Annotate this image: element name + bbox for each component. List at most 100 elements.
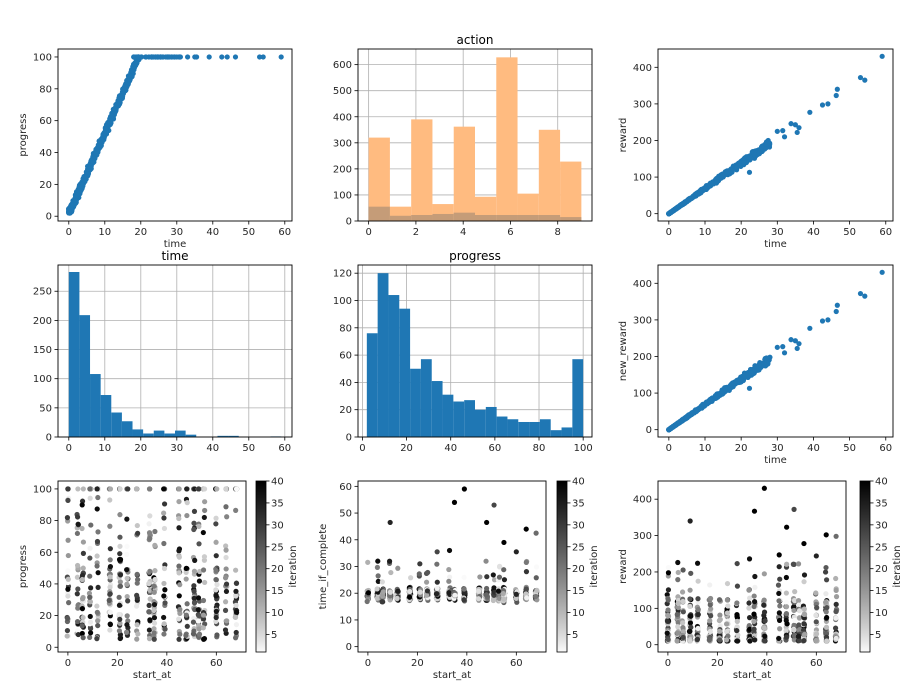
scatter-point — [813, 590, 819, 596]
scatter-point — [446, 574, 453, 580]
subplot-p9: 0 20 40 60 0 100 200 300 400 start_at reward 5 10 15 2… — [618, 477, 903, 682]
scatter-point — [74, 574, 80, 580]
scatter-point — [176, 548, 182, 554]
scatter-point — [116, 594, 122, 600]
scatter-point — [133, 61, 140, 67]
scatter-point — [117, 534, 123, 540]
scatter-point — [792, 589, 798, 595]
bar — [217, 435, 229, 437]
scatter-point — [484, 574, 490, 580]
scatter-point — [161, 621, 167, 627]
scatter-point — [708, 606, 714, 612]
scatter-point — [233, 580, 240, 586]
scatter-point — [116, 628, 123, 634]
scatter-point — [152, 568, 158, 574]
scatter-point — [87, 634, 93, 640]
scatter-point — [79, 623, 85, 629]
y-tick-label: 120 — [333, 269, 352, 280]
chart-title: time — [161, 249, 188, 263]
colorbar-tick-label: 20 — [271, 564, 284, 575]
scatter-point — [161, 525, 168, 532]
scatter-point — [496, 595, 502, 601]
scatter-point — [746, 615, 753, 621]
scatter-point — [792, 617, 798, 623]
scatter-point — [783, 574, 789, 581]
scatter-point — [501, 539, 507, 546]
scatter-point — [523, 586, 529, 592]
scatter-point — [233, 507, 239, 513]
scatter-point — [134, 622, 140, 628]
axes-frame — [57, 480, 247, 653]
x-axis-label: start_at — [133, 670, 171, 681]
scatter-point — [147, 596, 153, 602]
x-tick-label: 60 — [278, 227, 291, 238]
scatter-point — [202, 486, 208, 492]
scatter-point — [364, 598, 370, 605]
scatter-point — [807, 109, 813, 115]
x-axis-label: time — [164, 239, 187, 250]
scatter-point — [232, 635, 239, 641]
scatter-point — [365, 590, 372, 596]
scatter-point — [801, 606, 807, 612]
scatter-point — [64, 515, 71, 521]
scatter-point — [80, 486, 86, 492]
scatter-point — [783, 604, 790, 610]
scatter-point — [184, 623, 190, 629]
scatter-point — [72, 197, 79, 203]
scatter-point — [213, 614, 219, 621]
y-tick-label: 40 — [339, 378, 352, 389]
scatter-point — [135, 631, 141, 637]
scatter-point — [794, 345, 800, 352]
x-tick-label: 20 — [134, 443, 147, 454]
y-tick-label: 250 — [33, 287, 52, 298]
scatter-point — [748, 370, 754, 376]
scatter-point — [446, 547, 453, 554]
scatter-point — [776, 635, 782, 642]
scatter-point — [834, 302, 840, 308]
scatter-point — [484, 519, 490, 526]
scatter-point — [233, 629, 239, 636]
bar — [507, 419, 519, 437]
x-tick-label: 60 — [879, 227, 892, 238]
scatter-point — [497, 563, 503, 569]
scatter-point — [665, 597, 671, 603]
scatter-point — [813, 612, 819, 618]
x-tick-label: 40 — [807, 443, 820, 454]
scatter-point — [146, 486, 153, 492]
x-tick-label: 20 — [400, 443, 413, 454]
scatter-point — [162, 600, 168, 606]
colorbar-tick-label: 35 — [271, 498, 284, 509]
scatter-point — [709, 181, 715, 187]
scatter-point — [524, 595, 530, 601]
scatter-point — [117, 579, 123, 585]
scatter-point — [791, 561, 797, 567]
bar — [431, 381, 443, 437]
scatter-point — [94, 603, 100, 609]
scatter-point — [862, 77, 868, 83]
scatter-point — [202, 499, 208, 505]
scatter-point — [665, 636, 671, 643]
subplot-p6: 0 10 20 30 40 50 60 0 100 200 300 400 time new_reward — [618, 264, 894, 466]
scatter-point — [195, 618, 202, 624]
scatter-point — [678, 202, 684, 209]
scatter-point — [74, 514, 81, 520]
plot-area — [364, 486, 540, 606]
scatter-point — [762, 362, 769, 368]
scatter-point — [688, 613, 694, 619]
scatter-point — [65, 593, 71, 599]
scatter-point — [801, 540, 807, 547]
colorbar-label: iteration — [288, 545, 299, 587]
scatter-point — [777, 626, 783, 632]
y-tick-label: 400 — [633, 63, 652, 74]
bar — [143, 433, 154, 437]
scatter-point — [513, 595, 519, 601]
scatter-point — [665, 612, 671, 619]
colorbar-tick-label: 35 — [875, 498, 888, 509]
scatter-point — [107, 497, 113, 503]
scatter-point — [232, 614, 239, 620]
scatter-point — [206, 54, 212, 60]
scatter-point — [406, 594, 413, 600]
scatter-point — [146, 602, 152, 609]
scatter-point — [813, 553, 819, 559]
